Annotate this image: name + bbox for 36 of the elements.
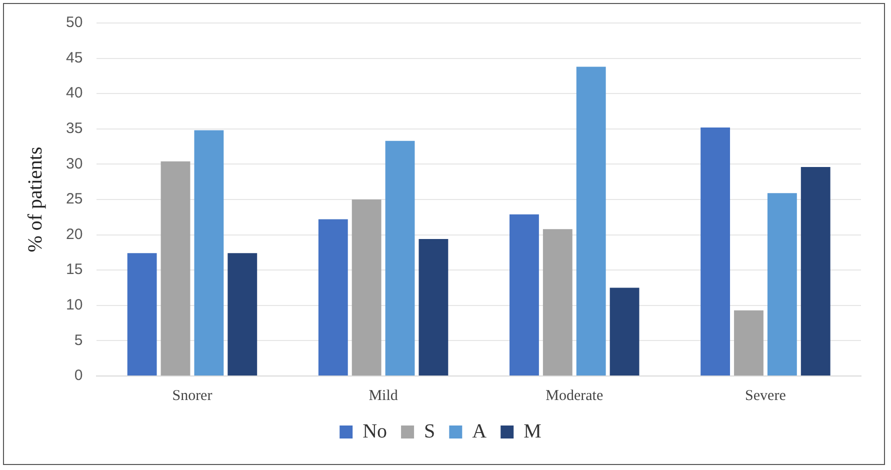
bar [576, 66, 606, 376]
y-tick-label: 45 [66, 49, 83, 66]
y-tick-label: 20 [66, 226, 83, 243]
x-tick-label: Mild [368, 388, 398, 404]
y-tick-label: 10 [66, 296, 83, 314]
y-tick-label: 35 [66, 120, 83, 138]
bar [127, 253, 157, 376]
y-tick-label: 40 [66, 84, 83, 102]
bar [800, 167, 830, 376]
bar [542, 229, 572, 376]
x-tick-label: Snorer [172, 388, 212, 404]
legend-label: No [362, 420, 388, 442]
x-tick-label: Severe [745, 388, 786, 404]
bar [352, 200, 382, 376]
bar [700, 127, 730, 376]
bar [418, 239, 448, 376]
legend-label: M [524, 420, 542, 442]
y-tick-label: 25 [66, 190, 83, 208]
bar [228, 253, 258, 376]
bar [160, 161, 190, 376]
y-tick-label: 5 [74, 332, 83, 349]
bar [510, 214, 539, 376]
bar [767, 193, 797, 376]
legend-label: A [472, 420, 488, 442]
y-tick-label: 15 [66, 261, 83, 278]
bar [194, 130, 224, 376]
y-axis-title: % of patients [24, 146, 46, 252]
bar [318, 219, 348, 376]
bar [734, 310, 764, 376]
y-tick-label: 0 [74, 367, 83, 384]
legend-label: S [424, 420, 436, 442]
y-tick-label: 30 [66, 155, 83, 172]
y-tick-label: 50 [66, 14, 83, 32]
bar [610, 288, 640, 376]
x-tick-label: Moderate [546, 388, 604, 404]
bar [385, 140, 415, 376]
